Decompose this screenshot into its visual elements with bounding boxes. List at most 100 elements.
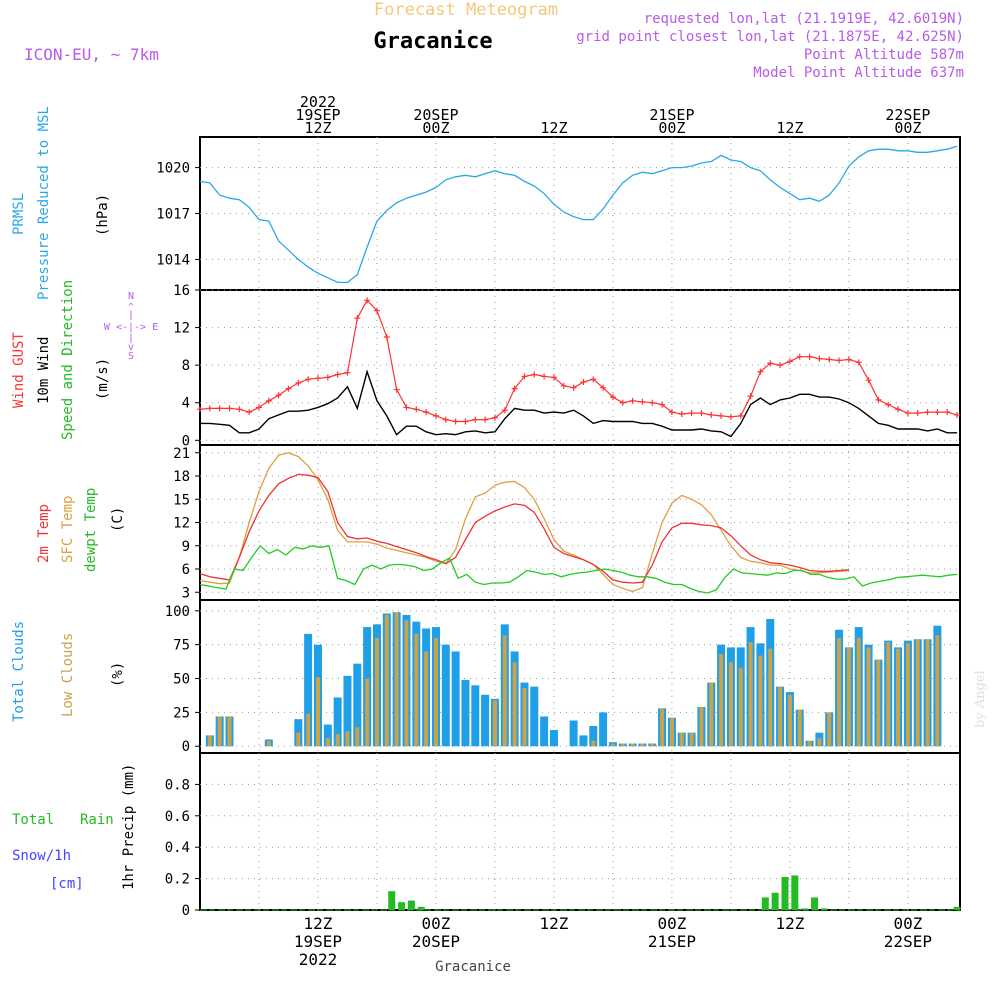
low-clouds-bar (620, 743, 625, 747)
low-clouds-label: Low Clouds (60, 633, 76, 717)
low-clouds-bar (315, 677, 320, 747)
wind-gust-marker (364, 297, 371, 304)
top-time-label: 22SEP (885, 106, 930, 124)
low-clouds-bar (630, 743, 635, 747)
rain-bar (771, 892, 779, 910)
wind-gust-marker (767, 360, 774, 367)
wind-unit: (m/s) (95, 358, 111, 400)
rain-bar (801, 908, 809, 910)
wind-gust-marker (197, 406, 203, 413)
top-time-label: 12Z (304, 119, 331, 137)
bottom-time-label: 21SEP (648, 932, 696, 951)
temp-ytick-label: 9 (182, 539, 190, 555)
grid-point-coords: grid point closest lon,lat (21.1875E, 42… (576, 29, 964, 45)
wind-ytick-label: 16 (173, 283, 190, 299)
clouds-ytick-label: 100 (165, 604, 190, 620)
low-clouds-bar (217, 716, 222, 747)
rain-bar (953, 906, 961, 910)
clouds-ytick-label: 25 (173, 705, 190, 721)
wind-gust-marker (452, 418, 459, 425)
low-clouds-bar (502, 635, 507, 747)
wind-gust-marker (403, 404, 410, 411)
wind-gust-marker (334, 371, 341, 378)
low-clouds-bar (266, 740, 271, 747)
wind-gust-marker (895, 406, 902, 413)
low-clouds-bar (797, 709, 802, 747)
watermark: by Angel (973, 670, 988, 728)
wind-gust-marker (639, 398, 646, 405)
clouds-ytick-label: 50 (173, 672, 190, 688)
wind-ytick-label: 8 (182, 358, 190, 374)
wind-ytick-label: 12 (173, 321, 190, 337)
wind-gust-marker (462, 418, 469, 425)
low-clouds-bar (640, 743, 645, 747)
total-clouds-bar (353, 663, 362, 747)
wind-gust-marker (511, 385, 518, 392)
low-clouds-bar (669, 717, 674, 747)
wind-gust-marker (688, 410, 695, 417)
total-clouds-bar (481, 694, 490, 747)
low-clouds-bar (355, 727, 360, 747)
total-clouds-bar (441, 644, 450, 747)
wind-gust-marker (314, 375, 321, 382)
low-clouds-bar (414, 633, 419, 747)
wind-compass-rose: N ^ | W <-|-> E | v S (104, 291, 158, 362)
footer-location: Gracanice (435, 959, 511, 975)
low-clouds-bar (227, 716, 232, 747)
total-clouds-bar (451, 651, 460, 747)
wind-gust-marker (934, 409, 941, 416)
low-clouds-bar (325, 738, 330, 747)
low-clouds-bar (758, 655, 763, 747)
total-clouds-bar (549, 729, 558, 747)
low-clouds-bar (374, 637, 379, 747)
wind-gust-marker (649, 399, 656, 406)
wind-gust-marker (944, 409, 951, 416)
precip-ytick-label: 0.8 (165, 777, 190, 793)
wind-gust-marker (442, 416, 449, 423)
low-clouds-bar (660, 708, 665, 747)
chart-title: Forecast Meteogram (374, 0, 558, 20)
low-clouds-bar (915, 639, 920, 747)
wind-gust-marker (885, 401, 892, 408)
precip-ytick-label: 0.6 (165, 809, 190, 825)
low-clouds-bar (433, 637, 438, 747)
bottom-time-label: 00Z (657, 914, 686, 933)
low-clouds-bar (207, 735, 212, 747)
cloud-panel-labels: Total Clouds Low Clouds (%) (11, 621, 126, 722)
low-clouds-bar (935, 635, 940, 747)
low-clouds-bar (345, 731, 350, 747)
top-time-label: 21SEP (649, 106, 694, 124)
pressure-msl-label: Pressure Reduced to MSL (36, 106, 52, 300)
compass-up-arrow: ^ (128, 302, 134, 313)
panel-frames (199, 136, 961, 911)
wind-gust-marker (206, 405, 213, 412)
wind-gust-marker (560, 382, 567, 389)
precip-frame (199, 752, 961, 911)
wind-gust-marker (619, 399, 626, 406)
wind-gust-marker (796, 353, 803, 360)
data-series (197, 145, 961, 911)
wind-gust-marker (295, 380, 302, 386)
low-clouds-bar (384, 614, 389, 747)
wind-gust-line (199, 299, 958, 423)
compass-down-arrow: v (128, 342, 134, 353)
total-clouds-bar (471, 685, 480, 747)
temp-ytick-label: 18 (173, 469, 190, 485)
low-clouds-bar (787, 694, 792, 747)
wind-gust-marker (914, 410, 921, 417)
total-clouds-bar (599, 712, 608, 747)
low-clouds-bar (689, 732, 694, 747)
wind-gust-marker (265, 397, 272, 404)
wind-ytick-label: 4 (182, 396, 190, 412)
low-clouds-bar (591, 740, 596, 747)
rain-bar (417, 906, 425, 910)
wind-gust-marker (373, 307, 380, 314)
low-clouds-bar (748, 641, 753, 747)
clouds-unit: (%) (110, 662, 126, 687)
top-time-label: 12Z (540, 119, 567, 137)
wind-gust-marker (629, 397, 636, 404)
wind-gust-marker (609, 394, 616, 401)
temp-unit: (C) (110, 507, 126, 532)
total-clouds-bar (461, 679, 470, 747)
wind-gust-marker (855, 359, 862, 366)
